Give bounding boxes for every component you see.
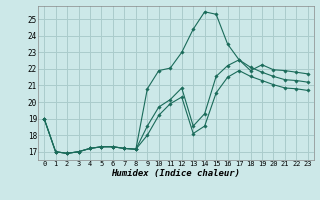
X-axis label: Humidex (Indice chaleur): Humidex (Indice chaleur) bbox=[111, 169, 241, 178]
